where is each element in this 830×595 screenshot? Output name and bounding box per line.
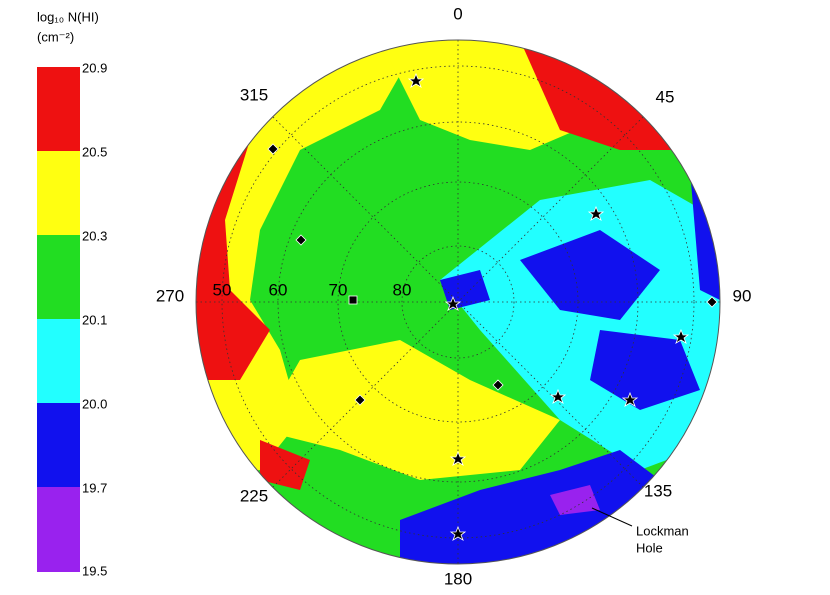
annotation: Lockman (636, 523, 689, 538)
colorbar-tick: 19.5 (82, 563, 107, 578)
colorbar-tick: 20.3 (82, 228, 107, 243)
latitude-label: 70 (329, 280, 348, 299)
map-region (260, 440, 310, 490)
color-block (37, 151, 80, 235)
color-block (37, 487, 80, 572)
color-block (37, 67, 80, 151)
star-marker (587, 205, 605, 221)
map-region (196, 40, 420, 480)
star-marker (449, 525, 467, 541)
map-region (260, 340, 560, 480)
color-block (37, 319, 80, 403)
star-marker (621, 391, 639, 407)
azimuth-label: 315 (240, 85, 268, 104)
annotation-leader (591, 507, 633, 527)
color-block (37, 403, 80, 487)
star-marker (449, 450, 467, 466)
colorbar: log₁₀ N(HI) (cm⁻²) 20.9 20.5 20.3 20.1 2… (37, 9, 107, 578)
square-marker (348, 295, 358, 305)
map-region (520, 230, 660, 320)
star-marker (444, 295, 462, 311)
latitude-label: 50 (213, 280, 232, 299)
colorbar-tick: 19.7 (82, 480, 107, 495)
star-marker (672, 328, 690, 344)
latitude-circle (221, 65, 695, 539)
map-region (590, 330, 700, 410)
diamond-marker (492, 379, 504, 391)
azimuth-label: 270 (156, 286, 184, 305)
azimuth-label: 225 (240, 486, 268, 505)
latitude-circle (401, 245, 515, 359)
azimuth-label: 45 (656, 87, 675, 106)
azimuth-label: 135 (644, 481, 672, 500)
star-marker (407, 72, 425, 88)
latitude-label: 80 (393, 280, 412, 299)
latitude-circle (337, 181, 579, 423)
colorbar-tick: 20.0 (82, 396, 107, 411)
azimuth-label: 90 (733, 286, 752, 305)
map-region (550, 485, 600, 515)
colorbar-title: log₁₀ N(HI) (37, 9, 99, 24)
diamond-marker (267, 143, 279, 155)
column-density-map (196, 40, 720, 564)
colorbar-tick: 20.1 (82, 312, 107, 327)
azimuth-label: 180 (444, 569, 472, 588)
markers (267, 72, 718, 541)
diamond-marker (706, 296, 718, 308)
colorbar-tick: 20.9 (82, 60, 107, 75)
map-edge (195, 39, 721, 565)
color-block (37, 235, 80, 319)
azimuth-label: 0 (453, 4, 462, 23)
diamond-marker (354, 394, 366, 406)
diamond-marker (295, 234, 307, 246)
star-marker (549, 388, 567, 404)
colorbar-tick: 20.5 (82, 144, 107, 159)
latitude-label: 60 (269, 280, 288, 299)
annotation: Hole (636, 540, 663, 555)
colorbar-unit: (cm⁻²) (37, 29, 74, 44)
